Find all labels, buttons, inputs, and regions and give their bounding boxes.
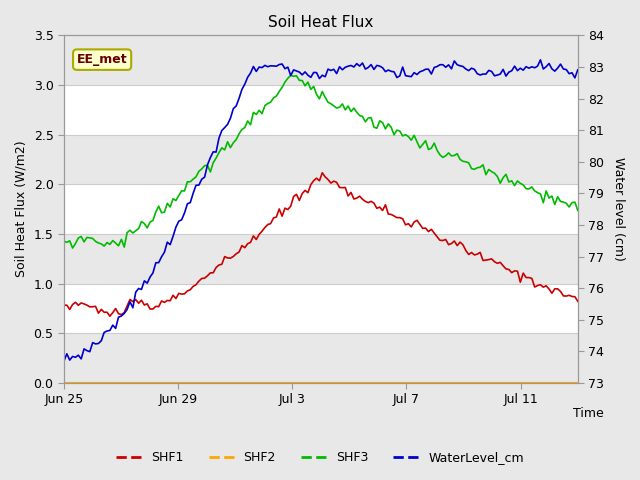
Y-axis label: Water level (cm): Water level (cm) [612, 157, 625, 261]
Bar [64, 135, 578, 184]
Text: EE_met: EE_met [77, 53, 127, 66]
Title: Soil Heat Flux: Soil Heat Flux [268, 15, 374, 30]
Y-axis label: Soil Heat Flux (W/m2): Soil Heat Flux (W/m2) [15, 141, 28, 277]
Bar [64, 333, 578, 383]
Legend: SHF1, SHF2, SHF3, WaterLevel_cm: SHF1, SHF2, SHF3, WaterLevel_cm [111, 446, 529, 469]
Bar [64, 234, 578, 284]
X-axis label: Time: Time [573, 407, 604, 420]
Bar [64, 36, 578, 85]
